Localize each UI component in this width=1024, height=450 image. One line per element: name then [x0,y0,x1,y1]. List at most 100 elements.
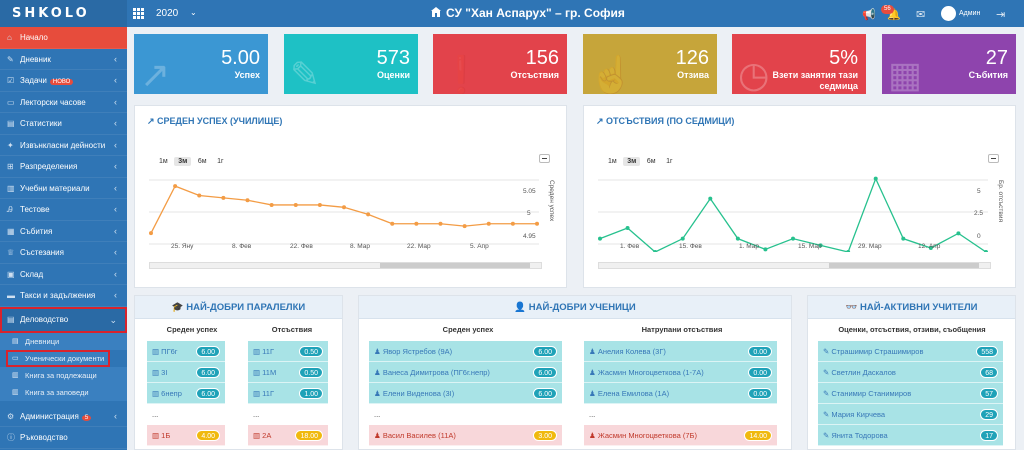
data-point[interactable] [197,193,202,198]
sidebar-subitem-diaries[interactable]: ▤ Дневници [0,332,127,350]
zoom-1y-button[interactable]: 1г [217,158,224,165]
logout-icon[interactable]: ⇥ [996,9,1006,21]
chevron-down-icon[interactable]: ⌄ [190,8,197,17]
list-item[interactable]: ♟ Васил Василев (11А) 3.00 [369,425,562,446]
data-point[interactable] [293,202,298,207]
chart-menu-icon[interactable] [988,154,999,163]
card-absences[interactable]: ❗ 156 Отсъствия [433,34,567,94]
zoom-6m-button[interactable]: 6м [646,158,656,165]
data-point[interactable] [486,221,491,226]
list-item[interactable]: ♟ Жасмин Многоцветкова (1-7А) 0.00 [584,362,777,383]
data-point[interactable] [873,176,878,181]
zoom-3m-button[interactable]: 3м [623,157,641,166]
list-item[interactable]: ♟ Анелия Колева (3Г) 0.00 [584,341,777,362]
list-item[interactable]: ♟ Ванеса Димитрова (ПГ6г.непр) 6.00 [369,362,562,383]
list-item[interactable]: ✎ Светлин Даскалов 68 [818,362,1003,383]
zoom-6m-button[interactable]: 6м [197,158,207,165]
data-point[interactable] [901,236,906,241]
data-point[interactable] [818,243,823,248]
list-item[interactable]: ✎ Станимир Станимиров 57 [818,383,1003,404]
list-item[interactable]: ... [369,404,562,425]
data-point[interactable] [791,236,795,241]
data-point[interactable] [653,250,658,252]
data-point[interactable] [625,226,630,230]
list-item[interactable]: ▥ 11Г 0.50 [248,341,328,362]
list-item[interactable]: ▥ 2А 18.00 [248,425,328,446]
data-point[interactable] [535,221,539,226]
avatar[interactable] [941,6,956,21]
data-point[interactable] [956,231,961,236]
sidebar-item-tests[interactable]: Ꭿ Тестове ‹ [0,199,127,221]
card-reviews[interactable]: ☝ 126 Отзива [583,34,717,94]
sidebar-item-records[interactable]: ▤ Деловодство ⌄ [0,306,127,333]
data-point[interactable] [763,247,768,252]
sidebar-item-diary[interactable]: ✎ Дневник ‹ [0,49,127,70]
sidebar-item-competitions[interactable]: ♕ Състезания ‹ [0,242,127,264]
card-events[interactable]: ▦ 27 Събития [882,34,1016,94]
sidebar-item-materials[interactable]: ▥ Учебни материали ‹ [0,178,127,199]
list-item[interactable]: ✎ Мария Кирчева 29 [818,404,1003,425]
data-point[interactable] [735,236,740,241]
card-lessons-taken[interactable]: ◷ 5% Взети занятия тази седмица [732,34,866,94]
data-point[interactable] [342,205,346,210]
sidebar-item-administration[interactable]: ⚙ Администрация 5 ‹ [0,406,127,427]
sidebar-subitem-student-documents[interactable]: ▭ Ученически документи [6,349,110,367]
sidebar-item-home[interactable]: ⌂ Начало [0,27,127,49]
card-grades[interactable]: ✎ 573 Оценки [284,34,418,94]
zoom-1m-button[interactable]: 1м [159,158,168,165]
megaphone-icon[interactable]: 📢 [862,9,876,21]
data-point[interactable] [598,236,602,241]
data-point[interactable] [928,246,933,250]
apps-grid-icon[interactable] [133,8,144,19]
sidebar-subitem-book-subject[interactable]: ▥ Книга за подлежащи [0,366,127,384]
list-item[interactable]: ✎ Страшимир Страшимиров 558 [818,341,1003,362]
app-logo[interactable]: SHKOLO [0,0,127,27]
scrollbar-thumb[interactable] [829,263,979,268]
sidebar-subitem-book-orders[interactable]: ▥ Книга за заповеди [0,383,127,401]
data-point[interactable] [708,196,713,201]
data-point[interactable] [366,212,371,217]
data-point[interactable] [438,221,443,226]
list-item[interactable]: ♟ Жасмин Многоцветкова (7Б) 14.00 [584,425,777,446]
data-point[interactable] [149,231,153,236]
sidebar-item-management[interactable]: ⓘ Ръководство [0,427,127,449]
list-item[interactable]: ✎ Янита Тодорова 17 [818,425,1003,446]
list-item[interactable]: ▥ 3I 6.00 [147,362,225,383]
list-item[interactable]: ▥ 6непр 6.00 [147,383,225,404]
sidebar-item-events[interactable]: ▦ Събития ‹ [0,221,127,242]
year-selector[interactable]: 2020 [156,8,179,19]
list-item[interactable]: ♟ Елени Виденова (3I) 6.00 [369,383,562,404]
list-item[interactable]: ♟ Явор Ястребов (9А) 6.00 [369,341,562,362]
data-point[interactable] [510,221,515,226]
scrollbar-thumb[interactable] [380,263,530,268]
data-point[interactable] [269,202,274,207]
zoom-1y-button[interactable]: 1г [666,158,673,165]
list-item[interactable]: ▥ 1Б 4.00 [147,425,225,446]
data-point[interactable] [173,184,178,189]
list-item[interactable]: ▥ 11М 0.50 [248,362,328,383]
zoom-1m-button[interactable]: 1м [608,158,617,165]
data-point[interactable] [462,224,467,229]
user-name[interactable]: Админ [959,10,981,17]
list-item[interactable]: ♟ Елена Емилова (1А) 0.00 [584,383,777,404]
mail-icon[interactable]: ✉ [916,9,926,21]
list-item[interactable]: ... [147,404,225,425]
data-point[interactable] [680,236,685,241]
sidebar-item-fees[interactable]: ▬ Такси и задължения ‹ [0,285,127,307]
sidebar-item-distributions[interactable]: ⊞ Разпределения ‹ [0,156,127,178]
card-success[interactable]: ↗ 5.00 Успех [134,34,268,94]
data-point[interactable] [984,250,988,252]
sidebar-item-lecture-hours[interactable]: ▭ Лекторски часове ‹ [0,92,127,113]
list-item[interactable]: ... [584,404,777,425]
data-point[interactable] [846,250,851,252]
data-point[interactable] [221,195,226,200]
sidebar-item-extracurricular[interactable]: ✦ Извънкласни дейности ‹ [0,135,127,156]
list-item[interactable]: ▥ 11Г 1.00 [248,383,328,404]
zoom-3m-button[interactable]: 3м [174,157,192,166]
list-item[interactable]: ▥ ПГ6г 6.00 [147,341,225,362]
list-item[interactable]: ... [248,404,328,425]
chart-menu-icon[interactable] [539,154,550,163]
chart-navigator-scrollbar[interactable] [598,262,991,269]
data-point[interactable] [390,221,395,226]
data-point[interactable] [414,221,419,226]
